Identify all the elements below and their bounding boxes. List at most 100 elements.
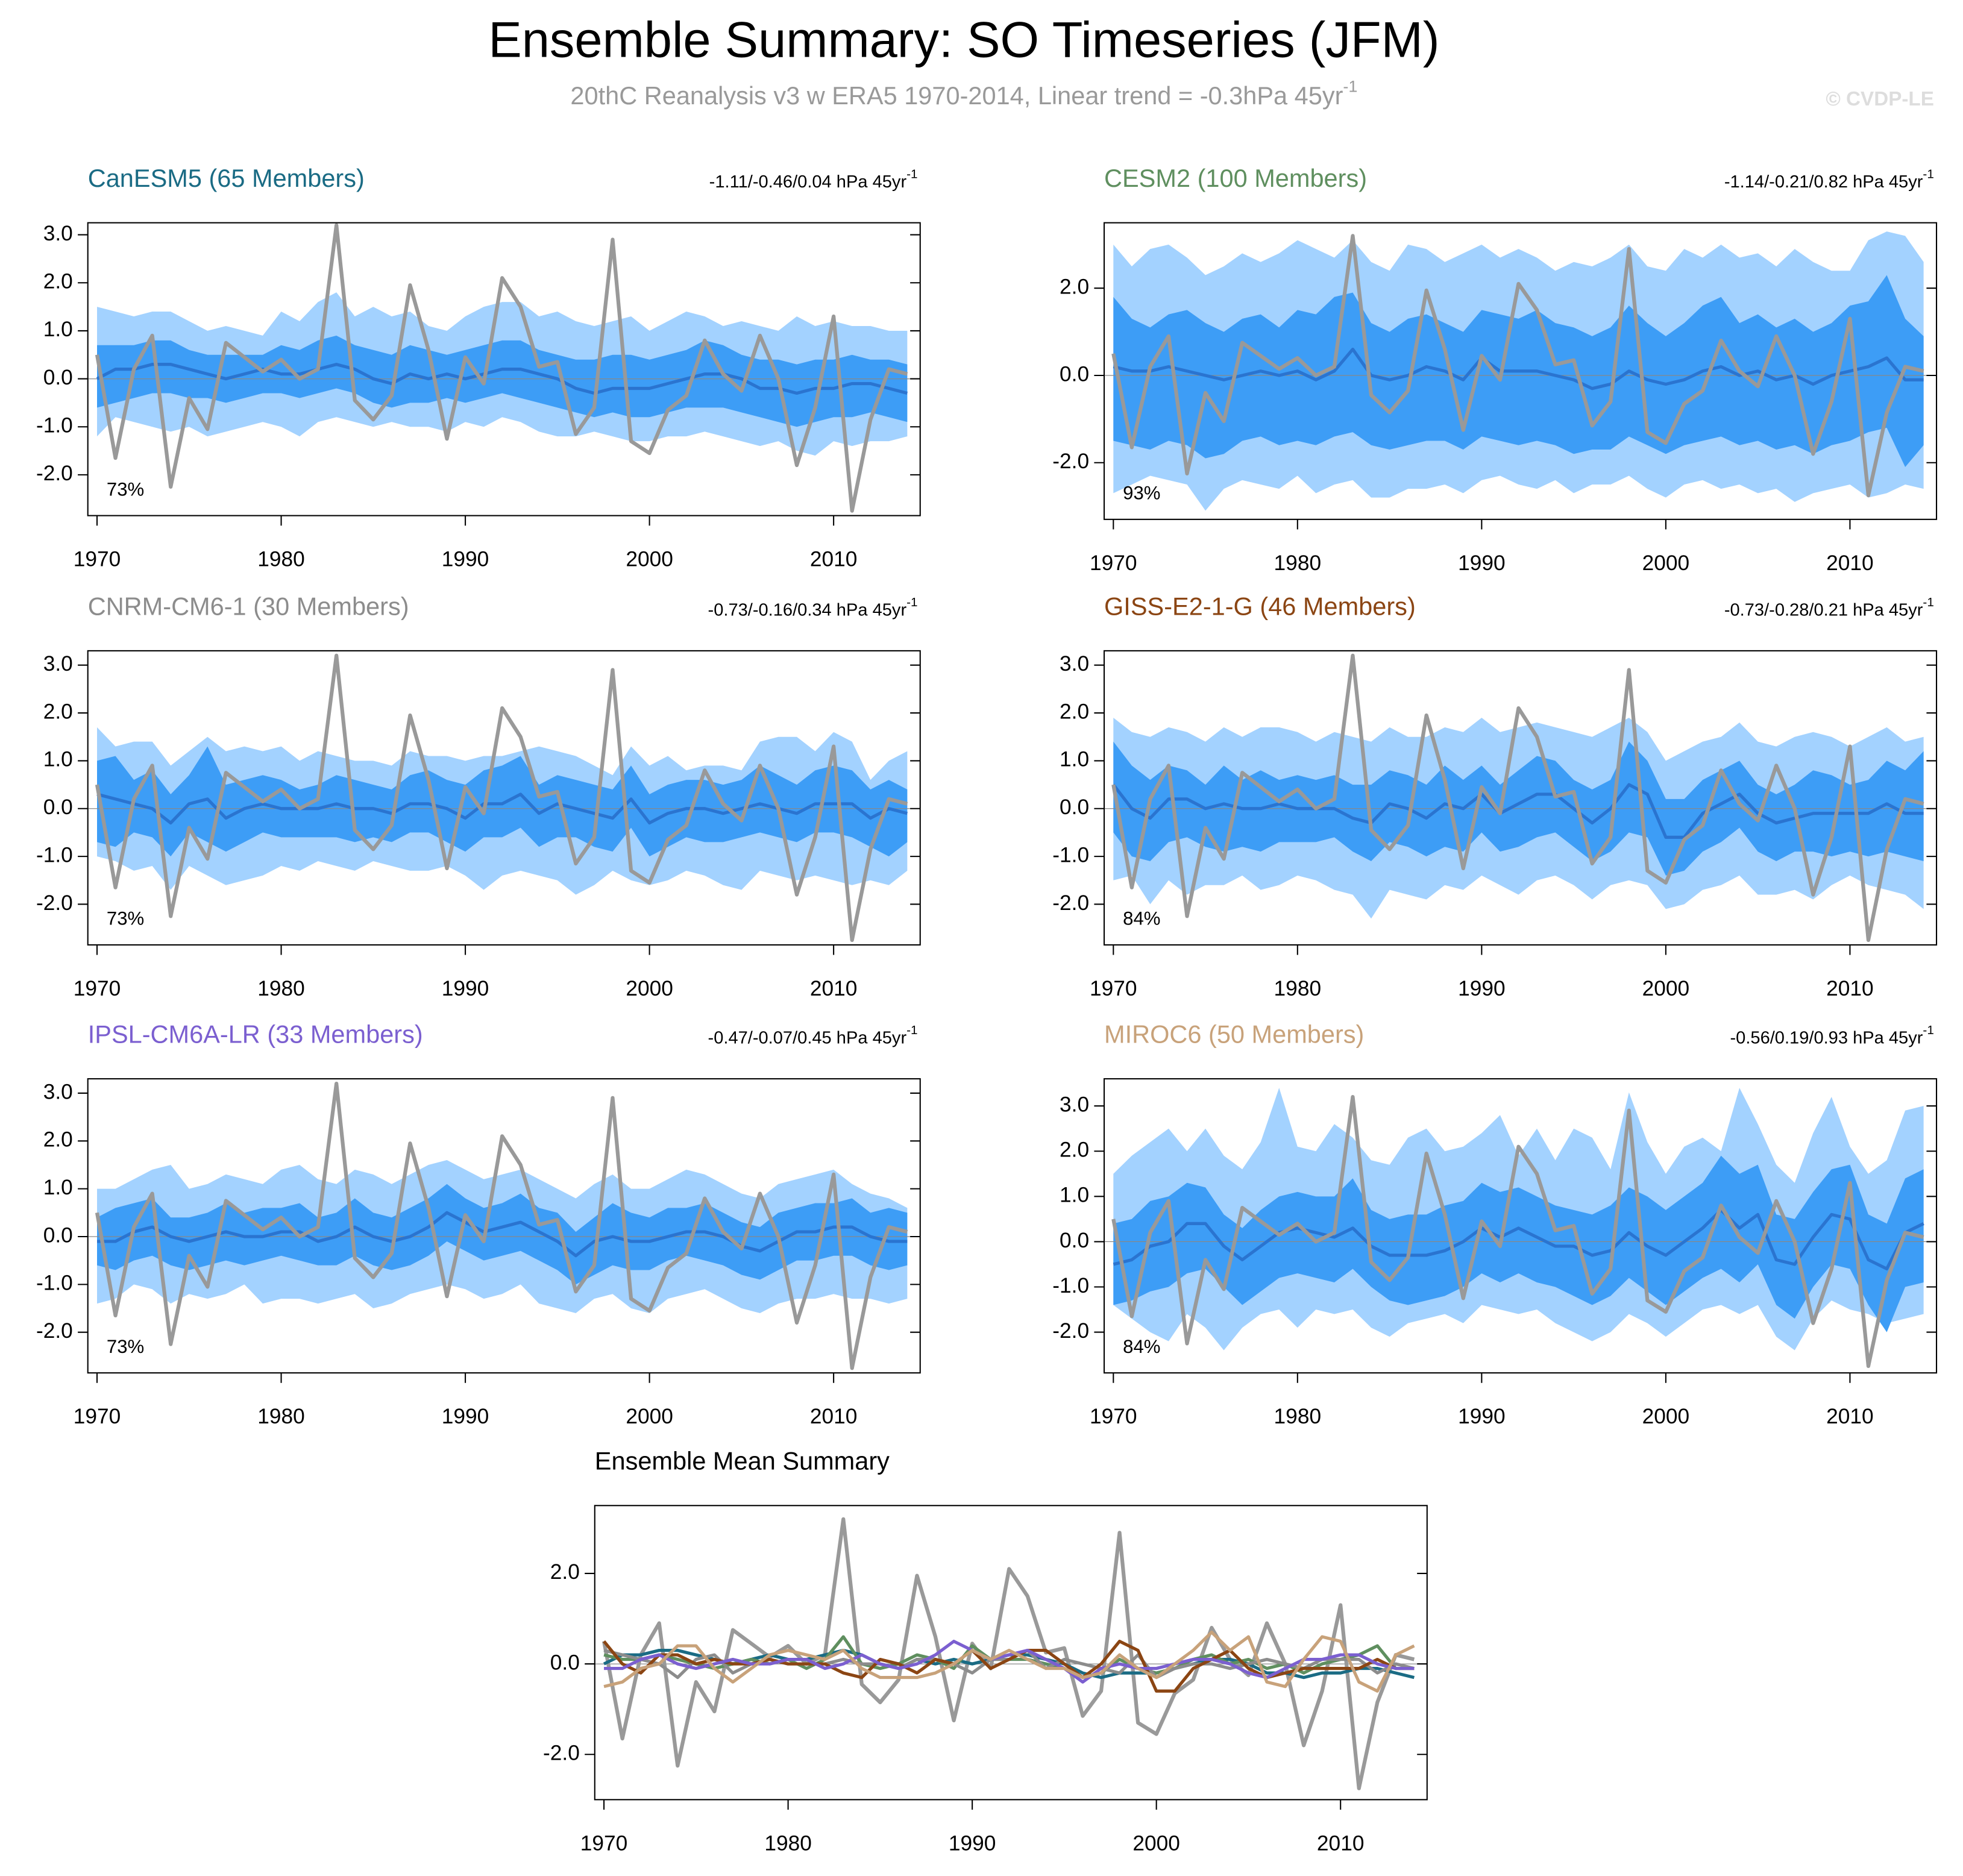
panel-title: CESM2 (100 Members) bbox=[1104, 164, 1367, 192]
x-tick-label: 2000 bbox=[626, 548, 673, 571]
trend-text: -0.47/-0.07/0.45 hPa 45yr bbox=[708, 1028, 907, 1047]
trend-label: -0.73/-0.16/0.34 hPa 45yr-1 bbox=[708, 595, 918, 620]
mean-line bbox=[604, 1639, 1415, 1684]
x-tick-label: 1990 bbox=[442, 1405, 489, 1428]
line bbox=[95, 223, 908, 513]
plot-frame bbox=[594, 1505, 1428, 1801]
y-tick-label: 2.0 bbox=[1060, 700, 1089, 723]
x-tick-label: 1970 bbox=[74, 1405, 121, 1428]
line bbox=[1112, 783, 1924, 839]
trend-label: -0.73/-0.28/0.21 hPa 45yr-1 bbox=[1724, 595, 1934, 620]
percent-label: 73% bbox=[107, 1336, 144, 1357]
percent-label: 84% bbox=[1123, 908, 1160, 929]
x-tick-label: 1990 bbox=[1458, 1405, 1506, 1428]
y-tick-label: 0.0 bbox=[43, 795, 73, 819]
y-tick-label: 0.0 bbox=[43, 1223, 73, 1247]
plot-frame bbox=[87, 650, 921, 946]
x-tick-label: 1970 bbox=[74, 548, 121, 571]
x-tick-label: 1980 bbox=[1274, 977, 1322, 1000]
trend-label: -1.11/-0.46/0.04 hPa 45yr-1 bbox=[709, 168, 918, 192]
band bbox=[1113, 1155, 1924, 1332]
watermark: © CVDP-LE bbox=[1826, 88, 1934, 110]
plot-frame bbox=[1103, 650, 1938, 946]
trend-sup: -1 bbox=[1923, 168, 1933, 181]
y-tick-label: 1.0 bbox=[43, 1176, 73, 1199]
y-tick-label: 0.0 bbox=[43, 366, 73, 389]
y-tick-label: 1.0 bbox=[1060, 748, 1089, 771]
x-tick-label: 2000 bbox=[1642, 977, 1690, 1000]
trend-sup: -1 bbox=[1923, 1024, 1933, 1038]
trend-label: -0.56/0.19/0.93 hPa 45yr-1 bbox=[1730, 1024, 1934, 1048]
x-tick-label: 1980 bbox=[257, 548, 305, 571]
line bbox=[1111, 653, 1924, 943]
trend-text: -1.14/-0.21/0.82 hPa 45yr bbox=[1724, 172, 1923, 192]
line bbox=[1111, 1095, 1924, 1369]
line bbox=[96, 792, 908, 825]
line bbox=[95, 653, 908, 943]
y-tick-label: 3.0 bbox=[43, 652, 73, 676]
x-tick-label: 2010 bbox=[1317, 1831, 1365, 1855]
y-tick-label: 0.0 bbox=[1060, 1229, 1089, 1252]
y-tick-label: 0.0 bbox=[1060, 795, 1089, 819]
x-tick-label: 1980 bbox=[257, 1405, 305, 1428]
y-tick-label: -2.0 bbox=[1052, 1319, 1089, 1343]
x-tick-label: 2000 bbox=[1642, 551, 1690, 575]
y-tick-label: -2.0 bbox=[36, 891, 73, 915]
band bbox=[97, 746, 908, 857]
y-tick-label: 0.0 bbox=[1060, 362, 1089, 386]
y-tick-label: 2.0 bbox=[43, 1128, 73, 1152]
band bbox=[97, 335, 908, 427]
line bbox=[97, 1211, 908, 1258]
plot-frame bbox=[87, 222, 921, 516]
y-tick-label: 0.0 bbox=[550, 1651, 580, 1674]
panel-title: IPSL-CM6A-LR (33 Members) bbox=[88, 1020, 423, 1048]
y-tick-label: 3.0 bbox=[43, 1080, 73, 1103]
x-tick-label: 2000 bbox=[626, 1405, 673, 1428]
x-tick-label: 1980 bbox=[257, 977, 305, 1000]
y-tick-label: 3.0 bbox=[1060, 652, 1089, 676]
y-tick-label: -1.0 bbox=[36, 1272, 73, 1295]
y-tick-label: -1.0 bbox=[1052, 843, 1089, 867]
x-tick-label: 2010 bbox=[1826, 977, 1874, 1000]
y-tick-label: 3.0 bbox=[1060, 1093, 1089, 1117]
line bbox=[1113, 347, 1924, 391]
percent-label: 93% bbox=[1123, 483, 1160, 504]
panel-title: CNRM-CM6-1 (30 Members) bbox=[88, 592, 409, 620]
y-tick-label: -1.0 bbox=[36, 843, 73, 867]
x-tick-label: 1990 bbox=[442, 548, 489, 571]
x-tick-label: 1970 bbox=[580, 1831, 628, 1855]
x-tick-label: 2010 bbox=[810, 548, 858, 571]
x-tick-label: 2010 bbox=[810, 1405, 858, 1428]
x-tick-label: 1990 bbox=[949, 1831, 996, 1855]
trend-text: -0.73/-0.28/0.21 hPa 45yr bbox=[1724, 600, 1923, 620]
subtitle-sup: -1 bbox=[1343, 77, 1357, 95]
line bbox=[602, 1517, 1415, 1790]
x-tick-label: 1990 bbox=[1458, 551, 1506, 575]
y-tick-label: -2.0 bbox=[36, 1319, 73, 1343]
y-tick-label: -2.0 bbox=[1052, 450, 1089, 473]
panel-title: GISS-E2-1-G (46 Members) bbox=[1104, 592, 1416, 620]
subtitle-text: 20thC Reanalysis v3 w ERA5 1970-2014, Li… bbox=[570, 81, 1343, 110]
x-tick-label: 1970 bbox=[1090, 977, 1137, 1000]
figure-subtitle: 20thC Reanalysis v3 w ERA5 1970-2014, Li… bbox=[570, 77, 1357, 109]
trend-label: -1.14/-0.21/0.82 hPa 45yr-1 bbox=[1724, 168, 1934, 192]
y-tick-label: 1.0 bbox=[43, 748, 73, 771]
x-tick-label: 2010 bbox=[1826, 551, 1874, 575]
x-tick-label: 2010 bbox=[1826, 1405, 1874, 1428]
x-tick-label: 2000 bbox=[1132, 1831, 1180, 1855]
trend-text: -0.73/-0.16/0.34 hPa 45yr bbox=[708, 600, 907, 620]
y-tick-label: 2.0 bbox=[550, 1560, 580, 1584]
y-tick-label: 2.0 bbox=[1060, 1138, 1089, 1162]
panel-title: MIROC6 (50 Members) bbox=[1104, 1020, 1364, 1048]
mean-line bbox=[603, 1630, 1415, 1693]
percent-label: 73% bbox=[107, 478, 144, 500]
x-tick-label: 1990 bbox=[442, 977, 489, 1000]
x-tick-label: 2000 bbox=[1642, 1405, 1690, 1428]
y-tick-label: 2.0 bbox=[43, 270, 73, 293]
trend-sup: -1 bbox=[906, 595, 917, 609]
y-tick-label: -1.0 bbox=[1052, 1274, 1089, 1297]
x-tick-label: 1980 bbox=[1274, 551, 1322, 575]
y-tick-label: 2.0 bbox=[1060, 275, 1089, 299]
